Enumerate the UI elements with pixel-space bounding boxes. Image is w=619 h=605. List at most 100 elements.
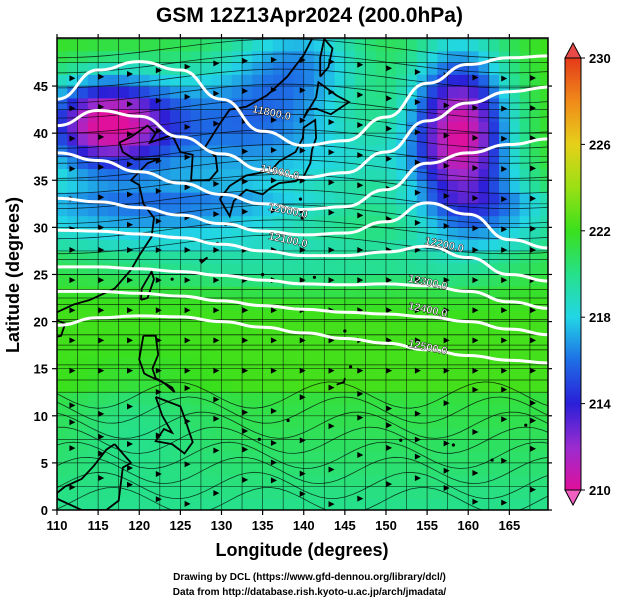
temperature-cell	[77, 180, 89, 193]
temperature-cell	[118, 356, 130, 370]
temperature-cell	[478, 451, 490, 464]
temperature-cell	[283, 121, 295, 134]
temperature-cell	[221, 368, 233, 382]
temperature-cell	[519, 286, 531, 299]
temperature-cell	[108, 380, 120, 393]
temperature-cell	[87, 345, 99, 358]
temperature-cell	[416, 97, 428, 111]
temperature-cell	[406, 274, 418, 287]
temperature-cell	[283, 368, 295, 382]
temperature-cell	[77, 415, 89, 429]
temperature-cell	[375, 74, 387, 87]
temperature-cell	[57, 262, 68, 276]
wind-arrow	[69, 402, 76, 409]
temperature-cell	[427, 192, 438, 205]
temperature-cell	[77, 498, 89, 510]
temperature-cell	[303, 133, 315, 146]
wind-arrow	[386, 481, 393, 488]
wind-arrow	[530, 367, 537, 374]
temperature-cell	[242, 474, 253, 488]
temperature-cell	[355, 368, 367, 382]
temperature-cell	[252, 486, 264, 499]
temperature-cell	[98, 74, 110, 87]
x-tick-label: 150	[375, 518, 397, 533]
wind-arrow	[472, 367, 479, 374]
temperature-cell	[211, 97, 223, 111]
wind-arrow	[155, 67, 162, 74]
temperature-cell	[478, 168, 490, 181]
temperature-cell	[283, 321, 295, 334]
temperature-cell	[478, 309, 490, 323]
temperature-cell	[252, 50, 264, 64]
data-credit: Data from http://database.rish.kyoto-u.a…	[172, 587, 447, 598]
temperature-cell	[540, 439, 548, 452]
temperature-cell	[128, 415, 140, 429]
temperature-cell	[509, 309, 521, 323]
temperature-cell	[139, 203, 151, 217]
temperature-cell	[447, 380, 459, 393]
temperature-cell	[334, 239, 346, 252]
temperature-cell	[334, 356, 346, 370]
temperature-cell	[488, 286, 500, 299]
temperature-cell	[375, 451, 387, 464]
island-dot	[170, 277, 174, 281]
temperature-cell	[272, 203, 284, 217]
wind-arrow	[155, 307, 162, 314]
temperature-cell	[262, 97, 274, 111]
temperature-cell	[478, 486, 490, 499]
temperature-cell	[128, 392, 140, 405]
temperature-cell	[344, 451, 356, 464]
temperature-cell	[457, 192, 469, 205]
temperature-cell	[499, 392, 510, 405]
wind-arrow	[501, 165, 508, 172]
wind-arrow	[328, 119, 335, 126]
temperature-cell	[529, 345, 541, 358]
wind-arrow	[155, 496, 162, 503]
wind-arrow	[328, 466, 335, 473]
temperature-cell	[272, 38, 284, 52]
temperature-cell	[262, 86, 274, 99]
x-tick-label: 115	[88, 518, 109, 533]
height-contour	[57, 196, 548, 250]
wind-arrow	[155, 127, 162, 134]
wind-arrow	[501, 226, 508, 233]
temperature-cell	[344, 356, 356, 370]
wind-arrow	[443, 440, 450, 447]
temperature-cell	[231, 286, 243, 299]
temperature-cell	[437, 333, 449, 346]
temperature-cell	[211, 74, 223, 87]
temperature-cell	[242, 192, 253, 205]
temperature-cell	[437, 262, 449, 276]
temperature-cell	[149, 62, 161, 75]
temperature-cell	[385, 133, 397, 146]
temperature-cell	[427, 356, 438, 370]
temperature-cell	[108, 368, 120, 382]
temperature-cell	[529, 168, 541, 181]
temperature-cell	[488, 250, 500, 264]
temperature-cell	[252, 451, 264, 464]
temperature-cell	[77, 462, 89, 476]
temperature-cell	[190, 345, 202, 358]
temperature-cell	[468, 74, 480, 87]
temperature-cell	[488, 451, 500, 464]
temperature-cell	[344, 192, 356, 205]
temperature-cell	[355, 498, 367, 510]
temperature-cell	[118, 192, 130, 205]
temperature-cell	[406, 262, 418, 276]
temperature-cell	[231, 50, 243, 64]
temperature-cell	[170, 227, 181, 240]
x-tick-label: 160	[457, 518, 479, 533]
temperature-cell	[252, 121, 264, 134]
temperature-cell	[488, 109, 500, 122]
temperature-cell	[355, 227, 367, 240]
temperature-cell	[252, 286, 264, 299]
temperature-cell	[262, 144, 274, 158]
temperature-cell	[324, 356, 336, 370]
temperature-cell	[77, 274, 89, 287]
temperature-cell	[221, 156, 233, 170]
temperature-cell	[375, 321, 387, 334]
temperature-cell	[159, 227, 171, 240]
temperature-cell	[190, 321, 202, 334]
temperature-cell	[375, 474, 387, 488]
temperature-cell	[262, 380, 274, 393]
